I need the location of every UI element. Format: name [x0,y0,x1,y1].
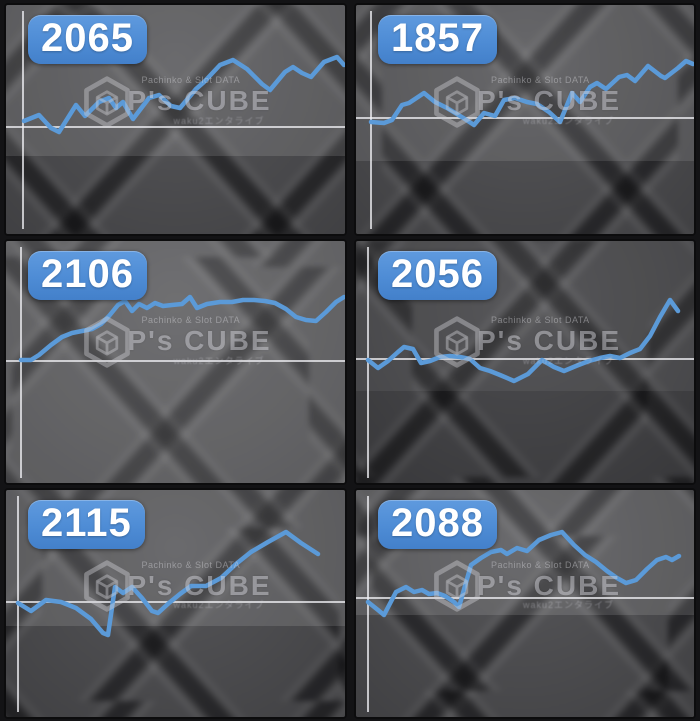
line-chart [356,247,694,478]
data-line [21,54,345,135]
chart-thumbnail-panel[interactable]: Pachinko & Slot DATA P's CUBE waku2エンタライ… [356,490,694,717]
value-badge: 2056 [378,251,497,300]
data-line [15,529,321,638]
chart-thumbnail-panel[interactable]: Pachinko & Slot DATA P's CUBE waku2エンタライ… [356,241,694,483]
chart-thumbnail-panel[interactable]: Pachinko & Slot DATA P's CUBE waku2エンタライ… [6,241,345,483]
data-line [365,297,681,384]
quilted-background [356,241,694,483]
chart-thumbnail-panel[interactable]: Pachinko & Slot DATA P's CUBE waku2エンタライ… [6,5,345,234]
value-badge: 2115 [28,500,145,549]
data-line [18,294,345,363]
value-badge: 2106 [28,251,147,300]
value-badge: 2065 [28,15,147,64]
chart-thumbnail-panel[interactable]: Pachinko & Slot DATA P's CUBE waku2エンタライ… [356,5,694,234]
line-chart [6,247,345,478]
data-line [365,529,682,618]
value-badge: 2088 [378,500,497,549]
data-line [368,58,694,128]
value-badge: 1857 [378,15,497,64]
line-chart [6,496,345,712]
line-chart [356,11,694,229]
line-chart [6,11,345,229]
chart-thumbnail-panel[interactable]: Pachinko & Slot DATA P's CUBE waku2エンタライ… [6,490,345,717]
line-chart [356,496,694,712]
